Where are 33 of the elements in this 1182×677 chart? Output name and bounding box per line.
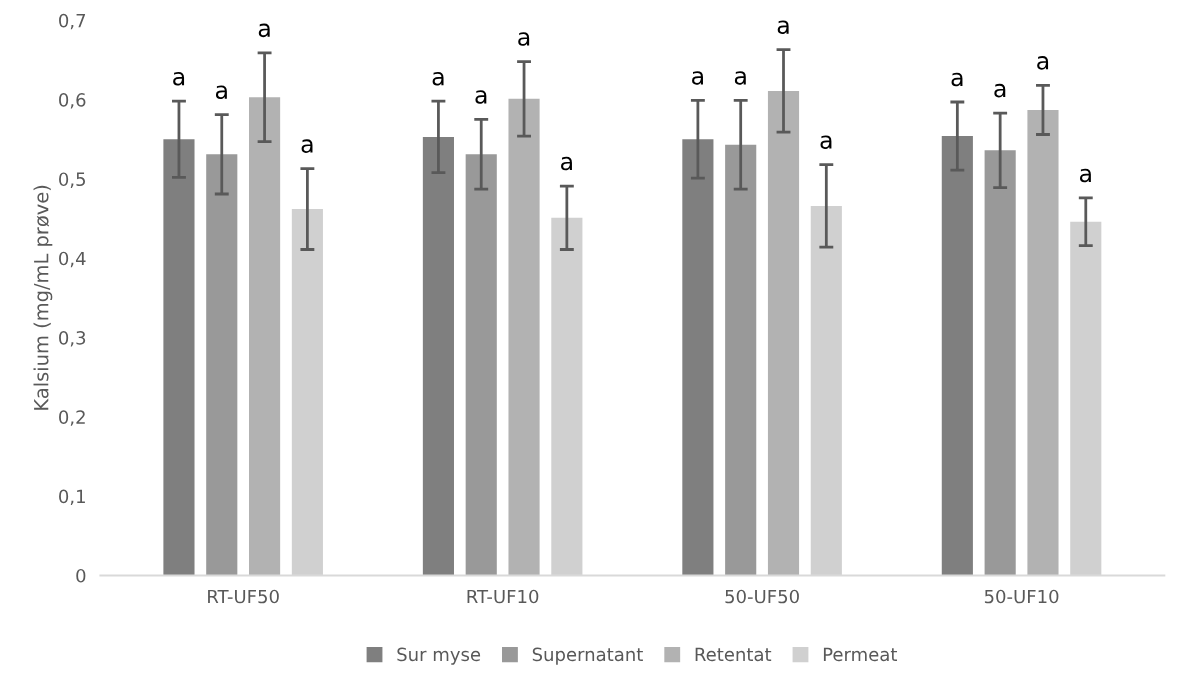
annotation: a <box>692 71 703 85</box>
y-tick-label: 0,7 <box>59 13 86 30</box>
annotation: a <box>258 23 270 38</box>
annotation: a <box>820 135 832 149</box>
annotation: a <box>1079 168 1091 183</box>
annotation: a <box>432 71 444 86</box>
y-tick-label: 0,5 <box>59 172 85 188</box>
y-tick-label: 0,2 <box>59 410 85 426</box>
y-tick-label: 0,6 <box>59 93 86 109</box>
x-tick-label: RT-UF10 <box>467 589 539 604</box>
x-tick-label: RT-UF50 <box>208 589 279 604</box>
annotation: a <box>173 71 185 86</box>
annotation: a <box>734 71 746 85</box>
annotation: a <box>215 85 227 99</box>
x-tick-label: 50-UF10 <box>984 589 1059 604</box>
y-tick-label: 0 <box>76 568 86 583</box>
annotation: a <box>561 156 572 171</box>
legend-label: Retentat <box>695 647 772 662</box>
annotation: a <box>994 83 1006 98</box>
annotation: a <box>951 72 963 87</box>
x-tick-label: 50-UF50 <box>725 589 799 604</box>
annotation: a <box>1037 56 1049 70</box>
annotation: a <box>301 139 313 153</box>
y-tick-label: 0,3 <box>59 330 86 347</box>
y-tick-label: 0,1 <box>59 489 85 506</box>
legend-label: Sur myse <box>397 647 481 665</box>
legend-label: Permeat <box>823 647 898 662</box>
y-axis-title: Kalsium (mg/mL prøve) <box>33 185 53 410</box>
annotation: a <box>475 90 487 104</box>
legend-label: Supernatant <box>532 647 643 665</box>
annotation: a <box>777 20 789 34</box>
annotation: a <box>518 32 530 46</box>
y-tick-label: 0,4 <box>59 251 86 268</box>
